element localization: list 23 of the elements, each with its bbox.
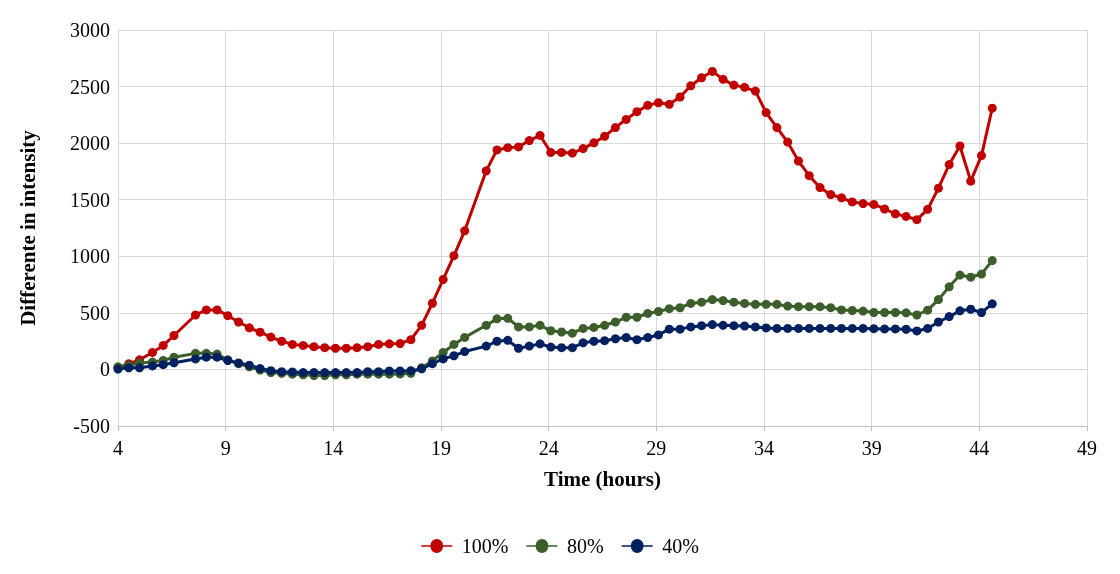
x-tick-label: 34 bbox=[754, 437, 774, 459]
x-tick-label: 19 bbox=[431, 437, 451, 459]
x-tick-label: 14 bbox=[323, 437, 344, 459]
x-tick-label: 24 bbox=[538, 437, 559, 459]
legend-label: 100% bbox=[461, 535, 509, 557]
y-tick-label: -500 bbox=[73, 415, 110, 437]
y-tick-label: 500 bbox=[80, 301, 110, 324]
legend-label: 40% bbox=[662, 535, 699, 557]
x-tick-label: 39 bbox=[861, 437, 882, 459]
x-tick-label: 9 bbox=[220, 437, 231, 459]
x-tick-label: 29 bbox=[646, 437, 667, 459]
y-axis-title: Differente in intensity bbox=[15, 129, 40, 326]
y-tick-label: 1000 bbox=[70, 245, 110, 268]
x-tick-label: 49 bbox=[1077, 437, 1097, 459]
x-tick-label: 44 bbox=[969, 437, 990, 459]
y-tick-label: 1500 bbox=[70, 188, 110, 211]
x-axis-title: Time (hours) bbox=[544, 466, 661, 491]
legend-label: 80% bbox=[566, 535, 604, 557]
y-tick-label: 3000 bbox=[70, 19, 110, 41]
x-tick-label: 4 bbox=[113, 437, 123, 459]
y-tick-label: 0 bbox=[100, 358, 110, 381]
y-tick-label: 2000 bbox=[70, 132, 110, 155]
y-tick-label: 2500 bbox=[70, 75, 110, 98]
